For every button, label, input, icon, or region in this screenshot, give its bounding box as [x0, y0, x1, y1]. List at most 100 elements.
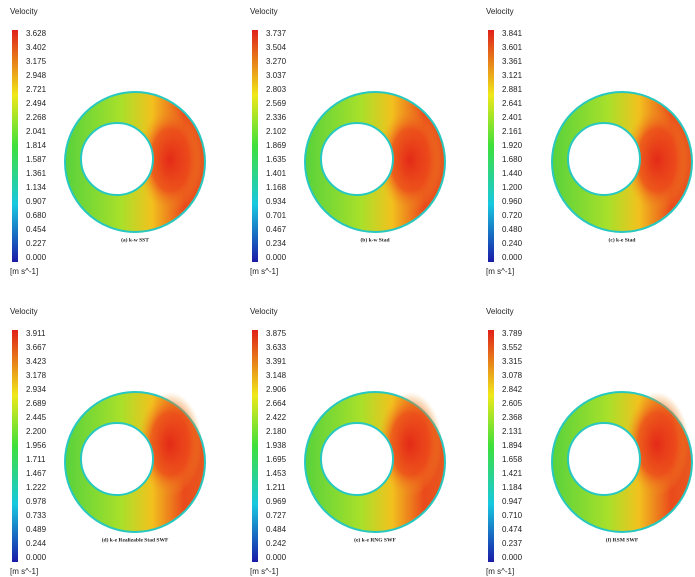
legend-tick-label: 2.401	[502, 113, 523, 122]
color-bar	[488, 30, 494, 262]
ring-hot-zone	[625, 392, 689, 496]
legend-tick-label: 1.361	[26, 169, 47, 178]
legend-tick-label: 3.121	[502, 71, 523, 80]
legend-tick-label: 0.934	[266, 197, 287, 206]
legend-tick-label: 0.701	[266, 211, 287, 220]
legend-tick-label: 2.180	[266, 427, 287, 436]
legend-tick-label: 3.633	[266, 343, 287, 352]
legend-tick-label: 1.956	[26, 441, 47, 450]
legend-tick-label: 2.689	[26, 399, 47, 408]
legend-tick-label: 0.227	[26, 239, 47, 248]
legend-tick-label: 3.841	[502, 29, 523, 38]
panel: Velocity 3.841 3.601 3.361 3.121 2.881 2.641 2.…	[486, 7, 693, 276]
legend-tick-label: 2.161	[502, 127, 523, 136]
legend-tick-label: 1.587	[26, 155, 47, 164]
legend-tick-label: 3.504	[266, 43, 287, 52]
legend-tick-label: 0.484	[266, 525, 287, 534]
legend-title: Velocity	[486, 307, 514, 316]
legend-tick-label: 0.000	[502, 253, 523, 262]
legend-tick-label: 0.727	[266, 511, 287, 520]
legend-tick-label: 1.211	[266, 483, 286, 492]
ring-inner	[320, 122, 394, 196]
legend-tick-label: 1.453	[266, 469, 287, 478]
ring-inner	[80, 422, 154, 496]
legend-tick-label: 2.641	[502, 99, 523, 108]
legend-tick-label: 0.720	[502, 211, 523, 220]
legend-tick-label: 2.803	[266, 85, 287, 94]
legend-tick-label: 1.869	[266, 141, 287, 150]
legend-tick-label: 0.680	[26, 211, 47, 220]
color-bar	[252, 330, 258, 562]
caption: (d) k-e Realizable Stad SWF	[102, 536, 169, 543]
legend-tick-label: 1.134	[26, 183, 47, 192]
legend-tick-label: 3.789	[502, 329, 523, 338]
legend-tick-label: 1.401	[266, 169, 287, 178]
caption: (c) k-e Stad	[609, 236, 636, 243]
legend-title: Velocity	[10, 7, 38, 16]
legend-tick-label: 1.168	[266, 183, 287, 192]
ring-hot-zone	[138, 392, 202, 496]
color-bar	[252, 30, 258, 262]
panel: Velocity 3.911 3.667 3.423 3.178 2.934 2.689 2.…	[10, 307, 206, 576]
legend-title: Velocity	[250, 7, 278, 16]
color-bar	[488, 330, 494, 562]
legend-tick-label: 3.667	[26, 343, 47, 352]
legend-tick-label: 1.938	[266, 441, 287, 450]
panel: Velocity 3.737 3.504 3.270 3.037 2.803 2.569 2.…	[250, 7, 446, 276]
legend-tick-label: 0.000	[26, 253, 47, 262]
legend-tick-label: 0.489	[26, 525, 47, 534]
legend-tick-label: 3.270	[266, 57, 287, 66]
legend-tick-label: 3.402	[26, 43, 47, 52]
legend-tick-label: 0.240	[502, 239, 523, 248]
legend-tick-label: 2.422	[266, 413, 287, 422]
legend-tick-label: 2.569	[266, 99, 287, 108]
legend-tick-label: 0.733	[26, 511, 47, 520]
legend-tick-label: 1.200	[502, 183, 523, 192]
legend-tick-label: 0.978	[26, 497, 47, 506]
legend-title: Velocity	[486, 7, 514, 16]
legend-tick-label: 1.814	[26, 141, 47, 150]
legend-tick-label: 3.911	[26, 329, 46, 338]
legend-tick-label: 3.078	[502, 371, 523, 380]
legend-tick-label: 3.875	[266, 329, 287, 338]
legend-tick-label: 3.148	[266, 371, 287, 380]
legend-tick-label: 0.000	[266, 253, 287, 262]
legend-tick-label: 0.234	[266, 239, 287, 248]
legend-tick-label: 0.467	[266, 225, 287, 234]
legend-tick-label: 2.664	[266, 399, 287, 408]
caption: (f) RSM SWF	[606, 536, 639, 543]
panel: Velocity 3.628 3.402 3.175 2.948 2.721 2.494 2.…	[10, 7, 206, 276]
legend-tick-label: 0.710	[502, 511, 523, 520]
legend-tick-label: 1.421	[502, 469, 523, 478]
legend-tick-label: 0.474	[502, 525, 523, 534]
caption: (b) k-w Stad	[360, 236, 389, 243]
legend-tick-label: 2.200	[26, 427, 47, 436]
legend-unit: [m s^-1]	[250, 567, 278, 576]
legend-tick-label: 0.244	[26, 539, 47, 548]
legend-unit: [m s^-1]	[250, 267, 278, 276]
legend-tick-label: 3.175	[26, 57, 47, 66]
legend-tick-label: 3.423	[26, 357, 47, 366]
legend-tick-label: 3.037	[266, 71, 287, 80]
ring-hot-zone	[138, 108, 202, 212]
color-bar	[12, 30, 18, 262]
legend-tick-label: 3.315	[502, 357, 523, 366]
legend-tick-label: 0.480	[502, 225, 523, 234]
legend-tick-label: 2.842	[502, 385, 523, 394]
legend-tick-label: 3.391	[266, 357, 287, 366]
legend-tick-label: 0.907	[26, 197, 47, 206]
legend-tick-label: 2.906	[266, 385, 287, 394]
legend-title: Velocity	[250, 307, 278, 316]
legend-tick-label: 2.881	[502, 85, 523, 94]
legend-title: Velocity	[10, 307, 38, 316]
legend-tick-label: 0.242	[266, 539, 287, 548]
legend-tick-label: 2.605	[502, 399, 523, 408]
caption: (a) k-w SST	[121, 236, 149, 243]
legend-tick-label: 3.737	[266, 29, 287, 38]
ring-inner	[320, 422, 394, 496]
ring-inner	[567, 122, 641, 196]
legend-tick-label: 2.721	[26, 85, 47, 94]
legend-tick-label: 3.601	[502, 43, 523, 52]
legend-tick-label: 3.178	[26, 371, 47, 380]
legend-unit: [m s^-1]	[486, 567, 514, 576]
